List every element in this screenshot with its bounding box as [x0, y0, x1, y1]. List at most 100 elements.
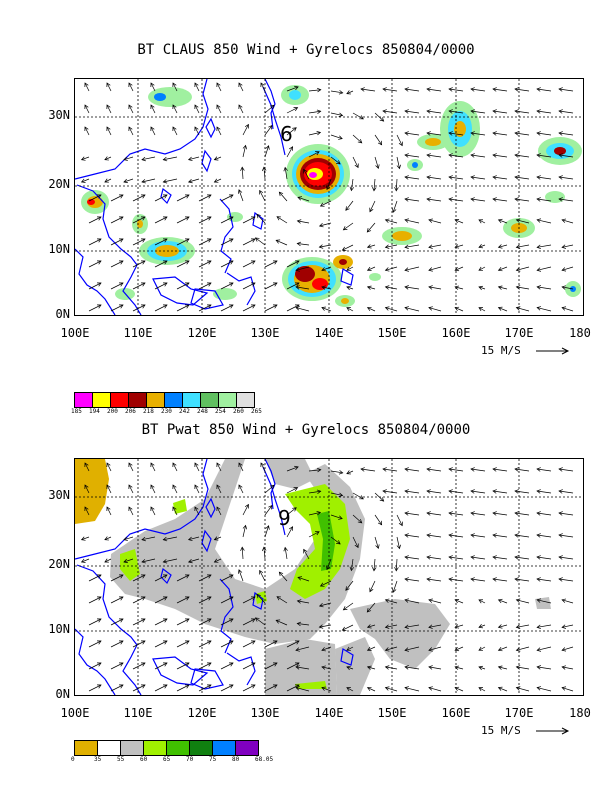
wind-vector-head [238, 484, 243, 490]
wind-vector [367, 266, 376, 271]
wind-vector-head [338, 492, 344, 497]
wind-vector [514, 110, 530, 114]
wind-vector [194, 82, 200, 92]
wind-vector [516, 624, 530, 628]
wind-vector [404, 286, 420, 290]
wind-vector [382, 110, 398, 114]
wind-vector-head [140, 662, 146, 667]
wind-vector [561, 266, 574, 271]
wind-vector-head [392, 588, 397, 593]
wind-vector-head [140, 194, 146, 199]
wind-vector [198, 216, 212, 224]
colorbar-tick-label: 206 [125, 408, 136, 415]
wind-vector-head [558, 577, 563, 582]
wind-vector-head [492, 489, 497, 494]
wind-vector [426, 512, 442, 516]
wind-vector-head [295, 686, 300, 691]
wind-vector [256, 214, 266, 224]
lat-label: 0N [55, 687, 70, 701]
wind-vector [404, 490, 420, 494]
wind-vector [478, 624, 486, 628]
wind-vector [428, 307, 442, 312]
wind-vector [106, 506, 112, 516]
colorbar-tick-label: 60 [140, 756, 148, 763]
wind-vector [374, 134, 382, 145]
lat-label: 30N [48, 488, 70, 502]
wind-vector [492, 154, 508, 158]
colorbar-swatch [120, 740, 144, 756]
wind-vector [132, 238, 146, 246]
wind-vector [492, 176, 508, 180]
wind-vector [238, 82, 244, 92]
wind-vector-head [470, 153, 475, 158]
wind-vector [242, 260, 256, 268]
wind-vector [216, 126, 222, 136]
wind-vector [492, 490, 508, 494]
wind-vector-head [428, 647, 433, 652]
wind-vector-head [454, 219, 460, 224]
wind-vector-head [478, 219, 483, 224]
wind-vector-head [448, 197, 453, 202]
wind-vector [259, 570, 266, 582]
wind-vector [263, 167, 266, 180]
wind-vector-head [404, 306, 409, 311]
wind-vector-head [162, 684, 168, 689]
wind-vector-head [536, 489, 541, 494]
wind-vector-head [478, 687, 483, 692]
wind-vector-head [187, 558, 193, 564]
wind-vector [536, 176, 552, 180]
wind-vector-head [354, 543, 359, 549]
wind-vector [448, 468, 464, 472]
wind-vector-head [118, 304, 124, 309]
wind-vector-head [295, 647, 300, 652]
lat-lon-grid [75, 79, 583, 315]
wind-vector [470, 512, 486, 516]
wind-vector [561, 599, 574, 604]
wind-vector-head [316, 87, 322, 93]
wind-vector-head [244, 123, 249, 129]
wind-vector-head [536, 647, 542, 652]
wind-vector [132, 684, 146, 692]
wind-vector-head [426, 109, 431, 114]
wind-vector-head [561, 647, 567, 652]
wind-vector-head [454, 624, 460, 629]
wind-vector-head [216, 126, 221, 132]
wind-vector-head [276, 596, 282, 601]
wind-vector-head [184, 216, 190, 221]
colorbar-swatch [218, 392, 237, 408]
wind-vector-head [558, 467, 563, 472]
wind-vector-head [342, 606, 348, 611]
wind-vector [110, 618, 124, 626]
wind-vector-head [172, 104, 177, 110]
wind-vector [154, 574, 168, 582]
wind-vector [220, 282, 234, 290]
wind-vector [537, 666, 552, 670]
wind-vector-head [536, 153, 541, 158]
wind-vector-head [404, 686, 409, 691]
wind-vector-head [295, 285, 300, 290]
wind-vector-head [404, 285, 409, 290]
wind-vector-head [319, 582, 325, 587]
wind-vector [141, 178, 156, 183]
wind-vector-head [294, 640, 300, 645]
wind-vector [295, 687, 310, 692]
wind-vector [198, 662, 212, 670]
wind-vector [470, 176, 486, 180]
wind-vector-head [321, 306, 326, 311]
wind-vector-head [561, 665, 566, 670]
wind-vector-head [128, 484, 133, 490]
wind-vector-head [372, 186, 377, 192]
lon-label: 160E [441, 706, 471, 720]
pwat-map-panel: 9 [74, 458, 584, 696]
wind-vector [308, 490, 321, 494]
wind-vector [297, 623, 310, 626]
wind-vector-head [316, 130, 322, 136]
wind-vector-head [128, 126, 133, 132]
wind-vector-head [80, 156, 86, 161]
wind-vector-head [194, 82, 199, 88]
wind-vector-head [369, 207, 374, 213]
lat-label: 20N [48, 177, 70, 191]
wind-vector [537, 687, 552, 692]
wind-vector [319, 624, 332, 628]
wind-vector [132, 662, 146, 670]
